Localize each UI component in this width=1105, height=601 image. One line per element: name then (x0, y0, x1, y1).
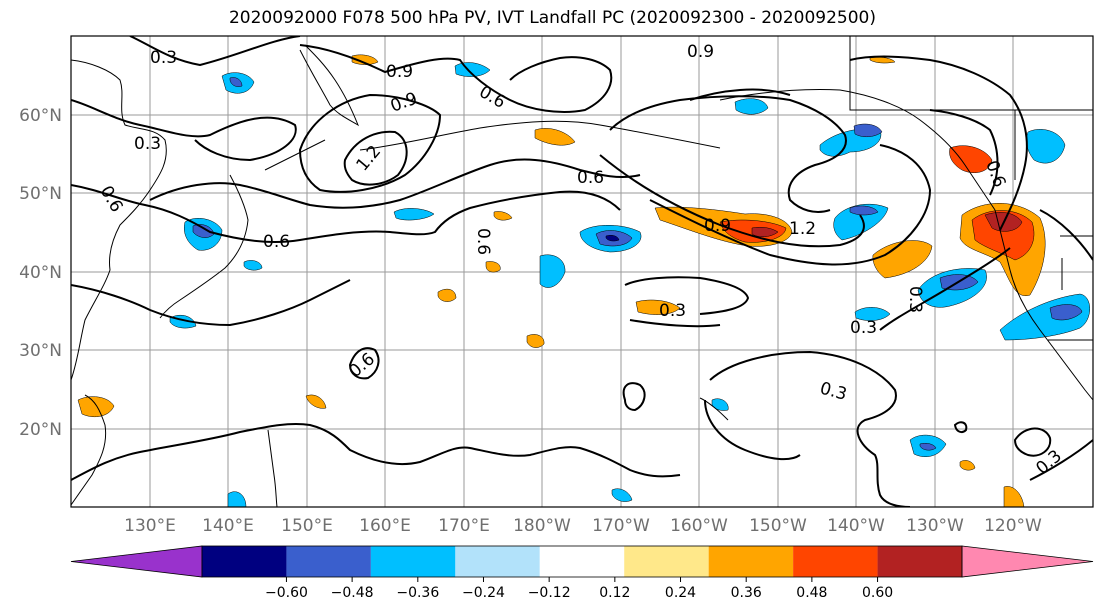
lat-label: 20°N (19, 420, 62, 440)
colorbar-frame (201, 545, 963, 578)
colorbar-segment (539, 546, 625, 577)
pv-contours (71, 36, 1093, 507)
colorbar-tick-label: −0.60 (265, 585, 308, 601)
positive-anomaly-inner (751, 226, 779, 237)
lon-label: 130°E (124, 516, 176, 536)
colorbar-segment (708, 546, 794, 577)
plot-title: 2020092000 F078 500 hPa PV, IVT Landfall… (228, 8, 876, 28)
lon-label: 170°E (438, 516, 490, 536)
colorbar-segment (370, 546, 456, 577)
contour-label: 0.6 (577, 168, 604, 188)
colorbar-tick-label: −0.36 (396, 585, 439, 601)
longitude-labels: 130°E 140°E 150°E 160°E 170°E 180°W 170°… (124, 516, 1042, 536)
colorbar-tick-label: 0.48 (796, 585, 827, 601)
contour-label: 0.9 (704, 216, 731, 236)
lat-label: 40°N (19, 263, 62, 283)
colorbar-extend-low (70, 545, 203, 578)
aleutian-islands (359, 120, 721, 151)
asia-coastline (71, 59, 167, 381)
contour-label: 0.3 (850, 318, 877, 338)
colorbar-tick-label: 0.36 (731, 585, 762, 601)
contour-label: 0.3 (150, 48, 177, 68)
latitude-labels: 60°N 50°N 40°N 30°N 20°N (19, 106, 62, 440)
political-borders (849, 36, 1093, 341)
marianas (267, 429, 278, 507)
kuril-islands (264, 139, 326, 171)
lon-label: 160°E (359, 516, 411, 536)
colorbar-tick-label: −0.48 (331, 585, 374, 601)
contour-label: 0.3 (905, 286, 925, 313)
colorbar-segment (624, 546, 709, 577)
contour-labels: 0.3 0.3 0.9 0.9 0.6 0.9 1.2 0.6 0.6 0.6 … (96, 42, 1066, 479)
colorbar-segment (286, 546, 371, 577)
colorbar-tick-label: 0.24 (665, 585, 696, 601)
colorbar-extend-high (961, 545, 1094, 578)
lon-label: 150°W (749, 516, 807, 536)
coastlines (71, 44, 1093, 507)
contour-label: 0.3 (659, 301, 686, 321)
contour-label: 0.3 (134, 134, 161, 154)
contour-label: 1.2 (789, 219, 816, 239)
positive-anomaly-bc (949, 145, 993, 173)
japan-coastline (159, 174, 249, 319)
taiwan-philippines (71, 394, 107, 506)
lon-label: 140°E (202, 516, 254, 536)
lon-label: 130°W (906, 516, 964, 536)
alaska-coastline (719, 88, 996, 211)
contour-label: 0.6 (473, 228, 493, 255)
colorbar-tick-label: 0.12 (599, 585, 630, 601)
lon-label: 120°W (984, 516, 1042, 536)
contour-label: 0.6 (263, 232, 290, 252)
contour-label: 0.9 (386, 62, 413, 82)
colorbar-tick-label: −0.12 (528, 585, 571, 601)
colorbar-tick-label: 0.60 (862, 585, 893, 601)
lon-label: 160°W (670, 516, 728, 536)
lon-label: 140°W (827, 516, 885, 536)
colorbar-segment (202, 546, 287, 577)
lat-label: 50°N (19, 184, 62, 204)
kamchatka-coastline (299, 44, 360, 127)
map-frame (70, 35, 1094, 508)
lon-label: 150°E (281, 516, 333, 536)
lon-label: 170°W (592, 516, 650, 536)
colorbar-segment (877, 546, 962, 577)
lat-label: 60°N (19, 106, 62, 126)
colorbar-segment (793, 546, 878, 577)
colorbar-segment (455, 546, 540, 577)
lat-label: 30°N (19, 341, 62, 361)
colorbar: −0.60 −0.48 −0.36 −0.24 −0.12 0.12 0.24 0.36 0.4… (70, 545, 1094, 601)
colorbar-tick-label: −0.24 (462, 585, 505, 601)
lon-label: 180°W (513, 516, 571, 536)
north-america-coastline (994, 209, 1093, 401)
contour-label: 0.9 (687, 42, 714, 62)
